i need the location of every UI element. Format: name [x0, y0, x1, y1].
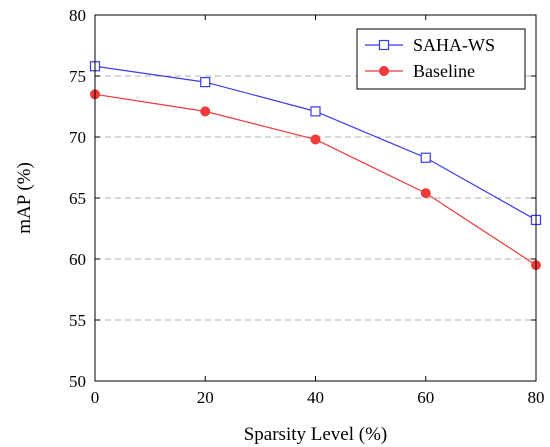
legend-label-1: SAHA-WS — [413, 35, 495, 55]
series-2-point — [420, 188, 431, 199]
legend-label-2: Baseline — [413, 61, 475, 81]
y-tick-label: 55 — [69, 311, 86, 330]
axis-ticks: 0 20 40 60 80 50 55 60 65 70 75 80 — [69, 6, 545, 407]
y-tick-label: 70 — [69, 128, 86, 147]
y-tick-label: 50 — [69, 372, 86, 391]
x-tick-label: 40 — [307, 388, 324, 407]
legend-marker-1 — [378, 39, 390, 51]
x-axis-label: Sparsity Level (%) — [244, 424, 388, 445]
series-layer — [89, 61, 542, 271]
x-tick-label: 60 — [417, 388, 434, 407]
series-1-point — [420, 152, 431, 163]
y-tick-label: 75 — [69, 67, 86, 86]
series-1-point — [200, 76, 211, 88]
y-tick-label: 65 — [69, 189, 86, 208]
x-tick-label: 0 — [91, 388, 100, 407]
y-tick-label: 80 — [69, 6, 86, 25]
legend-marker-2 — [379, 66, 389, 76]
series-2-point — [200, 106, 211, 117]
series-2-point — [310, 134, 321, 145]
series-line-2 — [94, 93, 537, 266]
y-axis-label: mAP (%) — [14, 162, 35, 234]
x-tick-label: 20 — [197, 388, 214, 407]
legend-box — [356, 28, 526, 90]
legend: SAHA-WS Baseline — [356, 28, 526, 90]
y-tick-label: 60 — [69, 250, 86, 269]
series-1-point — [310, 106, 321, 117]
x-tick-label: 80 — [528, 388, 545, 407]
